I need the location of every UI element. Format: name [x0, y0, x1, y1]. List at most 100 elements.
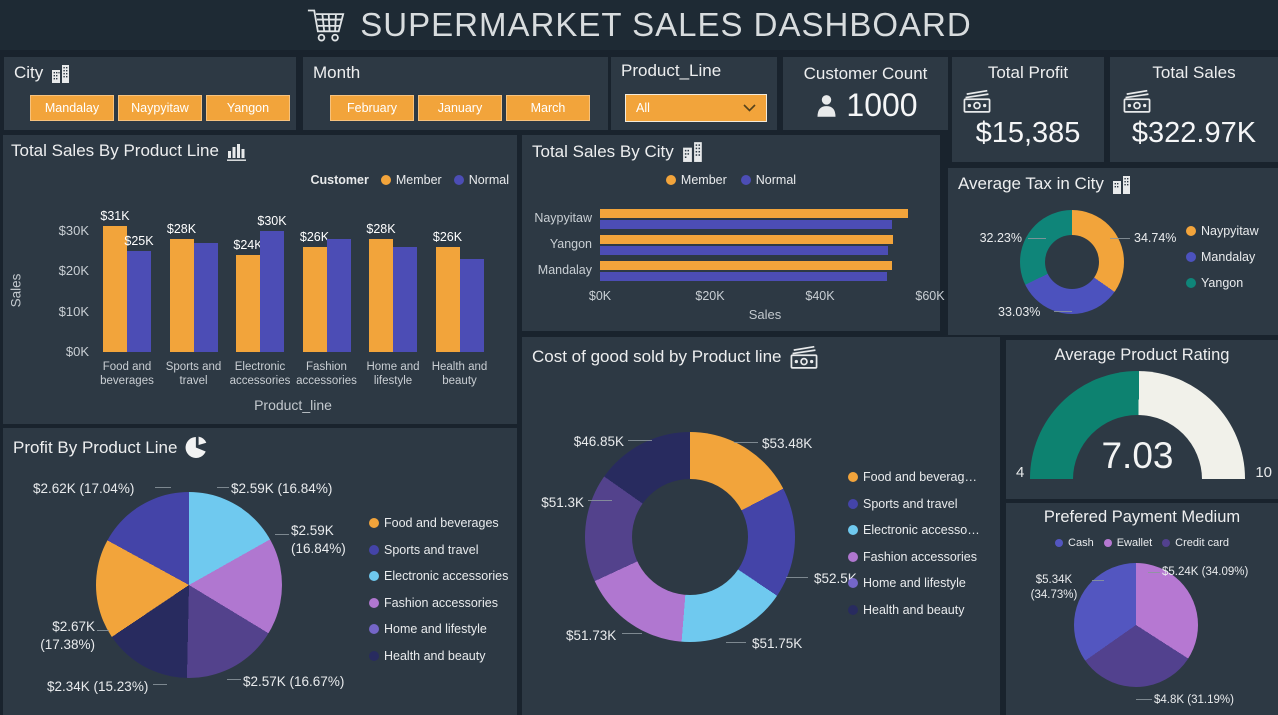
cogs_by_product_line-pie[interactable]: [585, 432, 795, 642]
leader-line: [786, 577, 808, 578]
bar-member[interactable]: [600, 235, 893, 244]
legend-item[interactable]: Food and beverag…: [848, 470, 980, 484]
legend-item[interactable]: Yangon: [1186, 276, 1259, 290]
person-icon: [813, 92, 840, 119]
legend-label: Credit card: [1175, 537, 1229, 549]
legend-item[interactable]: Sports and travel: [369, 543, 508, 557]
slice-data-label: $51.75K: [752, 636, 803, 651]
bar-normal[interactable]: [600, 272, 887, 281]
slice-data-label: $51.3K: [541, 495, 584, 510]
total-profit-card: Total Profit $15,385: [952, 57, 1104, 162]
legend-item[interactable]: Health and beauty: [369, 649, 508, 663]
legend-item[interactable]: Fashion accessories: [848, 550, 980, 564]
y-axis-tick: $20K: [58, 263, 89, 278]
legend-item[interactable]: Ewallet: [1103, 537, 1153, 549]
preferred-payment-medium-chart[interactable]: Prefered Payment Medium Cash Ewallet Credi…: [1006, 503, 1278, 715]
legend-item[interactable]: Electronic accessories: [369, 569, 508, 583]
city-filter-button-yangon[interactable]: Yangon: [206, 95, 290, 121]
leader-line: [227, 679, 241, 680]
chevron-down-icon: [743, 104, 756, 112]
legend-item[interactable]: Normal: [453, 173, 509, 187]
legend-dot: [848, 604, 858, 615]
bar-normal[interactable]: [326, 238, 351, 352]
legend-label: Health and beauty: [384, 648, 486, 663]
bar-normal[interactable]: [393, 246, 417, 352]
bar-member[interactable]: [435, 246, 460, 352]
payment-legend[interactable]: Cash Ewallet Credit card: [1006, 537, 1278, 549]
bar-data-label: $28K: [366, 221, 396, 236]
preferred_payment_medium-pie[interactable]: [1074, 563, 1198, 687]
bar-member[interactable]: [369, 238, 393, 352]
customer-legend[interactable]: Member Normal: [522, 173, 940, 187]
legend-item[interactable]: Mandalay: [1186, 250, 1259, 264]
average-product-rating-gauge[interactable]: Average Product Rating 7.03 4 10: [1006, 340, 1278, 499]
legend-label: Sports and travel: [384, 542, 479, 557]
buildings-icon: [682, 141, 704, 162]
legend-item[interactable]: Naypyitaw: [1186, 224, 1259, 238]
legend-label: Naypyitaw: [1201, 224, 1259, 238]
sales-by-product-line-chart[interactable]: Total Sales By Product Line Customer Memb…: [3, 135, 517, 424]
legend-item[interactable]: Health and beauty: [848, 603, 980, 617]
leader-line: [1136, 699, 1152, 700]
y-axis-category-label: Mandalay: [537, 263, 592, 277]
cogs-by-product-line-chart[interactable]: Cost of good sold by Product line $53.48…: [522, 337, 1000, 715]
bar-normal[interactable]: [127, 250, 151, 352]
bar-normal[interactable]: [459, 258, 484, 352]
legend-item[interactable]: Food and beverages: [369, 516, 508, 530]
cogs_by_product_line-legend[interactable]: Food and beverag… Sports and travel Electr…: [848, 470, 980, 617]
legend-item[interactable]: Normal: [740, 173, 796, 187]
legend-label: Health and beauty: [863, 602, 965, 617]
city-filter-button-naypyitaw[interactable]: Naypyitaw: [118, 95, 202, 121]
leader-line: [1092, 580, 1104, 581]
bar-member[interactable]: [600, 261, 893, 270]
legend-item[interactable]: Member: [665, 173, 727, 187]
profit_by_product_line-legend[interactable]: Food and beverages Sports and travel Elect…: [369, 516, 508, 663]
bar-data-label: $25K: [124, 233, 154, 248]
month-filter-button-february[interactable]: February: [330, 95, 414, 121]
bar-normal[interactable]: [260, 230, 284, 352]
legend-item[interactable]: Home and lifestyle: [848, 576, 980, 590]
legend-item[interactable]: Fashion accessories: [369, 596, 508, 610]
product-line-dropdown[interactable]: All: [625, 94, 767, 122]
legend-item[interactable]: Member: [380, 173, 442, 187]
avg_tax_in_city-pie[interactable]: [1020, 210, 1124, 314]
buildings-icon: [1112, 175, 1132, 194]
profit-by-product-line-title: Profit By Product Line: [13, 437, 178, 457]
bar-member[interactable]: [302, 246, 327, 352]
bar-member[interactable]: [169, 238, 194, 352]
legend-item[interactable]: Credit card: [1162, 537, 1229, 549]
legend-item[interactable]: Sports and travel: [848, 497, 980, 511]
bar-normal[interactable]: [600, 220, 893, 229]
average-tax-in-city-chart[interactable]: Average Tax in City 34.74% 33.03% 32.23% Na…: [948, 168, 1278, 335]
city-filter-button-mandalay[interactable]: Mandalay: [30, 95, 114, 121]
leader-line: [726, 642, 746, 643]
bar-normal[interactable]: [193, 242, 218, 352]
profit-by-product-line-chart[interactable]: Profit By Product Line $2.59K (16.84%) $2…: [3, 428, 517, 715]
legend-dot: [380, 175, 391, 185]
legend-item[interactable]: Cash: [1055, 537, 1094, 549]
legend-label: Normal: [468, 173, 509, 187]
month-filter-button-march[interactable]: March: [506, 95, 590, 121]
bar-data-label: $24K: [233, 237, 263, 252]
total-profit-title: Total Profit: [987, 63, 1069, 82]
product-line-filter-panel: Product_Line All: [611, 57, 777, 130]
profit_by_product_line-pie[interactable]: [96, 492, 282, 678]
avg_tax_in_city-legend[interactable]: Naypyitaw Mandalay Yangon: [1186, 224, 1259, 290]
customer-legend[interactable]: Customer Member Normal: [311, 173, 509, 187]
legend-label: Fashion accessories: [863, 549, 977, 564]
legend-item[interactable]: Home and lifestyle: [369, 622, 508, 636]
month-filter-button-january[interactable]: January: [418, 95, 502, 121]
bar-data-label: $30K: [257, 213, 287, 228]
legend-label: Ewallet: [1116, 537, 1153, 549]
bar-member[interactable]: [103, 226, 127, 352]
sales-by-city-title: Total Sales By City: [532, 141, 674, 161]
legend-item[interactable]: Electronic accesso…: [848, 523, 980, 537]
legend-dot: [1162, 539, 1171, 547]
bar-normal[interactable]: [600, 246, 888, 255]
cogs-title: Cost of good sold by Product line: [532, 347, 782, 366]
x-axis-category-label: Electronic accessories: [229, 361, 291, 387]
bar-member[interactable]: [236, 254, 260, 352]
bar-member[interactable]: [600, 209, 908, 218]
total-sales-card: Total Sales $322.97K: [1110, 57, 1278, 162]
sales-by-city-chart[interactable]: Total Sales By City Member Normal Sales N…: [522, 135, 945, 331]
